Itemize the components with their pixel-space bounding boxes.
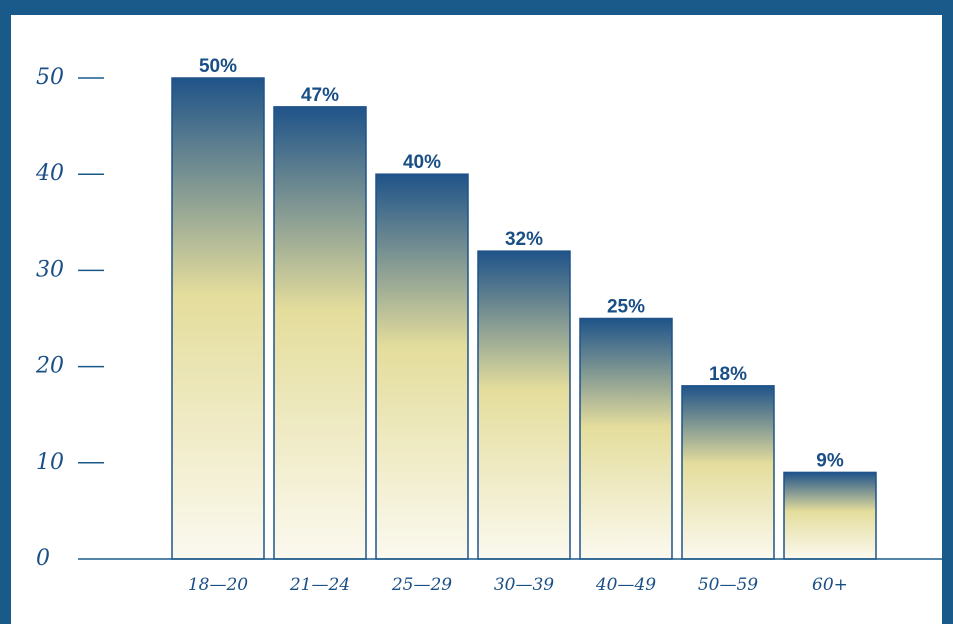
bar	[681, 385, 775, 560]
bars: 50% 47% 40% 32% 25% 18% 9%	[171, 56, 877, 560]
bar	[477, 250, 571, 560]
bar-data-label: 50%	[199, 56, 237, 77]
y-tick-label: 20	[35, 354, 64, 379]
bar	[783, 471, 877, 560]
y-axis: 0 10 20 30 40 50	[35, 65, 104, 571]
bar-data-label: 9%	[816, 450, 844, 471]
x-category-label: 18—20	[188, 575, 248, 595]
y-tick-label: 0	[36, 546, 50, 571]
x-category-label: 40—49	[595, 575, 656, 595]
bar-data-label: 40%	[403, 152, 441, 173]
x-category-label: 50—59	[698, 575, 758, 595]
bar	[579, 317, 673, 560]
bar-data-label: 18%	[709, 364, 747, 385]
bar-data-label: 25%	[607, 297, 645, 318]
bar-data-label: 47%	[301, 85, 339, 106]
x-axis: 18—20 21—24 25—29 30—39 40—49 50—59 60+	[78, 558, 942, 595]
x-category-label: 21—24	[289, 575, 350, 595]
y-tick-label: 30	[36, 257, 64, 282]
bar	[375, 173, 469, 560]
y-tick-label: 10	[36, 450, 64, 475]
bar-data-label: 32%	[505, 229, 543, 250]
y-tick-label: 40	[35, 161, 64, 186]
x-category-label: 30—39	[494, 575, 554, 595]
x-category-label: 25—29	[391, 575, 452, 595]
x-category-label: 60+	[812, 575, 848, 595]
y-tick-label: 50	[36, 65, 64, 90]
bar	[171, 77, 265, 560]
bar	[273, 106, 367, 560]
